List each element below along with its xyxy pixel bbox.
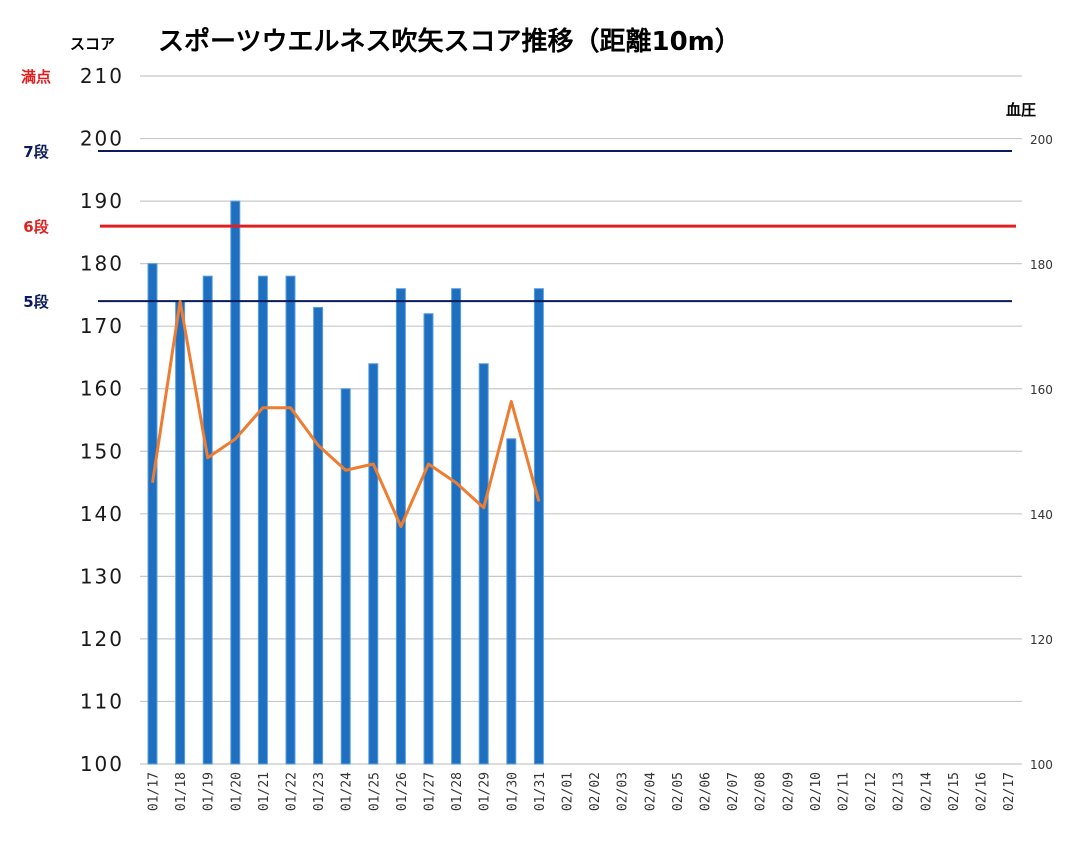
bar	[451, 288, 462, 765]
y-tick-label: 210	[80, 64, 124, 88]
x-tick-label: 01/21	[257, 772, 272, 811]
reference-lines	[98, 150, 1016, 303]
x-tick-label: 02/03	[616, 772, 631, 811]
y-tick-label: 120	[80, 627, 124, 651]
reference-label: 6段	[23, 218, 48, 236]
x-tick-label: 01/17	[147, 772, 162, 811]
bar	[506, 438, 517, 765]
y-tick-label: 200	[80, 127, 124, 151]
x-tick-label: 01/30	[505, 772, 520, 811]
x-tick-label: 01/25	[367, 772, 382, 811]
y-tick-label: 190	[80, 189, 124, 213]
x-tick-label: 01/31	[533, 772, 548, 811]
bar-series	[147, 200, 544, 765]
x-tick-label: 02/08	[754, 772, 769, 811]
x-tick-label: 02/06	[699, 772, 714, 811]
x-tick-label: 01/22	[285, 772, 300, 811]
y2-tick-label: 180	[1030, 258, 1053, 272]
y-tick-label: 150	[80, 439, 124, 463]
y-axis-label: スコア	[70, 35, 115, 53]
bar	[147, 263, 158, 765]
x-tick-label: 01/19	[202, 772, 217, 811]
x-tick-label: 02/12	[864, 772, 879, 811]
x-tick-label: 02/13	[892, 772, 907, 811]
bar	[285, 275, 296, 765]
blood-pressure-line	[151, 300, 541, 528]
y2-axis-label: 血圧	[1006, 101, 1036, 119]
axis-labels: 100 110 120 130 140 150 160 170 180 190 200 210 100 1…	[21, 64, 1053, 811]
x-tick-label: 01/26	[395, 772, 410, 811]
x-tick-label: 02/16	[975, 772, 990, 811]
x-tick-label: 02/04	[643, 772, 658, 811]
y2-tick-label: 100	[1030, 758, 1053, 772]
y-tick-label: 180	[80, 252, 124, 276]
bar	[478, 363, 489, 765]
x-tick-label: 02/01	[561, 772, 576, 811]
x-tick-label: 02/17	[1002, 772, 1017, 811]
x-tick-label: 02/09	[781, 772, 796, 811]
bar	[175, 300, 186, 765]
y-tick-label: 170	[80, 314, 124, 338]
y-tick-label: 110	[80, 689, 124, 713]
y2-tick-label: 160	[1030, 383, 1053, 397]
x-tick-label: 02/10	[809, 772, 824, 811]
reference-label: 7段	[23, 143, 48, 161]
reference-label: 5段	[23, 293, 48, 311]
y2-tick-label: 120	[1030, 633, 1053, 647]
x-tick-label: 01/24	[340, 772, 355, 811]
x-tick-label: 01/23	[312, 772, 327, 811]
y2-tick-label: 140	[1030, 508, 1053, 522]
bar	[368, 363, 379, 765]
x-tick-label: 02/11	[837, 772, 852, 811]
bar	[340, 388, 351, 765]
bar	[257, 275, 268, 765]
x-tick-label: 01/20	[229, 772, 244, 811]
bar	[202, 275, 213, 765]
y-tick-label: 100	[80, 752, 124, 776]
bar	[313, 306, 324, 765]
x-tick-label: 02/07	[726, 772, 741, 811]
x-tick-label: 01/29	[478, 772, 493, 811]
chart-title: スポーツウエルネス吹矢スコア推移（距離10m）	[158, 26, 741, 57]
y-tick-label: 130	[80, 564, 124, 588]
bar	[423, 313, 434, 765]
bar	[533, 288, 544, 765]
bar	[230, 200, 241, 765]
reference-label: 満点	[21, 68, 51, 86]
x-tick-label: 01/27	[423, 772, 438, 811]
x-tick-label: 01/18	[174, 772, 189, 811]
y2-tick-label: 200	[1030, 133, 1053, 147]
x-tick-label: 02/02	[588, 772, 603, 811]
x-tick-label: 02/15	[947, 772, 962, 811]
x-tick-label: 01/28	[450, 772, 465, 811]
line-series	[151, 300, 541, 528]
y-tick-label: 140	[80, 502, 124, 526]
x-tick-label: 02/14	[919, 772, 934, 811]
grid-lines	[140, 75, 1022, 765]
x-tick-label: 02/05	[671, 772, 686, 811]
y-tick-label: 160	[80, 377, 124, 401]
